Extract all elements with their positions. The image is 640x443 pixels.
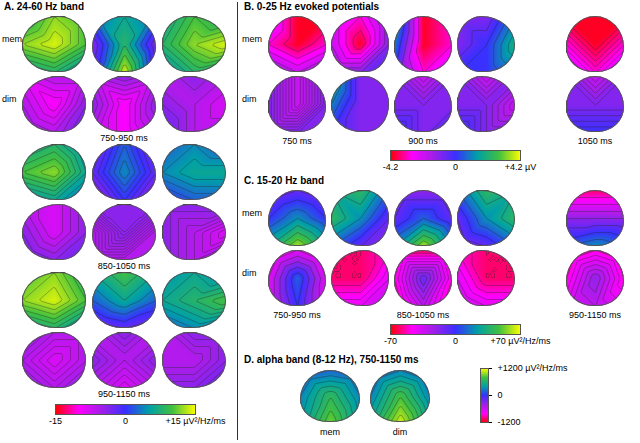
html-text:950-1150 ms: 950-1150 ms [569, 310, 621, 320]
html-text:D. alpha band (8-12 Hz), 750-1: D. alpha band (8-12 Hz), 750-1150 ms [244, 354, 419, 365]
svg-text:+70 µV²/Hz/ms: +70 µV²/Hz/ms [491, 336, 551, 346]
svg-text:0: 0 [453, 336, 458, 346]
html-text:dim: dim [2, 94, 17, 104]
svg-text:0: 0 [123, 416, 128, 426]
html-text:dim: dim [242, 268, 257, 278]
html-text:750-950 ms: 750-950 ms [100, 133, 148, 143]
svg-text:+15 µV²/Hz/ms: +15 µV²/Hz/ms [166, 416, 226, 426]
svg-text:-70: -70 [384, 336, 397, 346]
html-text:950-1150 ms: 950-1150 ms [98, 389, 150, 399]
svg-text:+1200 µV²/Hz/ms: +1200 µV²/Hz/ms [498, 363, 568, 373]
html-text:mem: mem [320, 427, 340, 437]
html-text:850-1050 ms: 850-1050 ms [97, 261, 151, 271]
html-text:mem: mem [2, 34, 22, 44]
svg-text:-15: -15 [49, 416, 62, 426]
html-text:dim: dim [242, 94, 257, 104]
html-text:mem: mem [242, 208, 262, 218]
html-text:mem: mem [242, 34, 262, 44]
html-text:A. 24-60 Hz band: A. 24-60 Hz band [4, 1, 84, 12]
svg-text:0: 0 [453, 162, 458, 172]
html-text:dim: dim [392, 427, 408, 437]
html-text:C. 15-20 Hz band: C. 15-20 Hz band [244, 175, 324, 186]
html-text:750 ms: 750 ms [282, 136, 312, 146]
html-text:B. 0-25 Hz evoked potentials: B. 0-25 Hz evoked potentials [244, 1, 379, 12]
html-text:1050 ms: 1050 ms [577, 136, 613, 146]
svg-text:+4.2 µV: +4.2 µV [505, 162, 536, 172]
html-text:900 ms: 900 ms [408, 136, 438, 146]
svg-text:-1200: -1200 [498, 417, 521, 427]
svg-text:-4.2: -4.2 [383, 162, 399, 172]
html-text:750-950 ms: 750-950 ms [273, 310, 321, 320]
html-text:850-1050 ms: 850-1050 ms [396, 310, 450, 320]
svg-text:0: 0 [498, 390, 503, 400]
